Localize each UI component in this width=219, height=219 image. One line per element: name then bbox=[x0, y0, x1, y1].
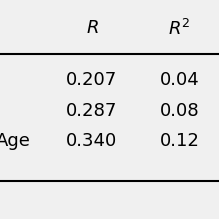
Text: $R^2$: $R^2$ bbox=[168, 18, 191, 39]
Text: 0.04: 0.04 bbox=[160, 71, 200, 89]
Text: 0.08: 0.08 bbox=[160, 102, 199, 120]
Text: 0.207: 0.207 bbox=[66, 71, 118, 89]
Text: 0.12: 0.12 bbox=[160, 132, 200, 150]
Text: Age: Age bbox=[0, 132, 30, 150]
Text: $R$: $R$ bbox=[86, 19, 98, 37]
Text: 0.287: 0.287 bbox=[66, 102, 118, 120]
Text: 0.340: 0.340 bbox=[66, 132, 118, 150]
